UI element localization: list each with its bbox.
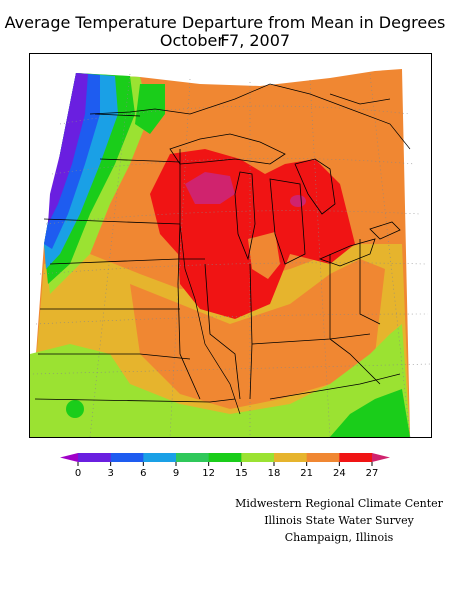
zone-west-violet xyxy=(48,73,88,224)
legend-tick-label: 6 xyxy=(140,468,146,479)
legend-swatch xyxy=(78,453,112,462)
zone-north-green xyxy=(135,84,165,134)
zone-green-southwest xyxy=(66,400,84,418)
credit-organization: Midwestern Regional Climate Center xyxy=(235,497,443,510)
color-legend: 0 3 6 9 12 15 18 21 24 27 xyxy=(0,448,450,488)
legend-tick-label: 27 xyxy=(366,468,379,479)
zone-magenta-michigan xyxy=(290,195,306,207)
legend-high-arrow xyxy=(372,453,390,462)
legend-tick-label: 18 xyxy=(268,468,281,479)
zone-south-orange xyxy=(130,259,385,409)
zone-green-southeast xyxy=(330,389,410,437)
mississippi-river xyxy=(179,223,241,415)
great-lakes xyxy=(169,133,401,267)
legend-swatch xyxy=(208,453,242,462)
legend-swatch xyxy=(306,453,340,462)
legend-tick-label: 0 xyxy=(75,468,81,479)
map-canvas xyxy=(30,54,431,437)
legend-tick-label: 9 xyxy=(173,468,179,479)
credit-location: Champaign, Illinois xyxy=(284,531,394,544)
zone-yellow-green-south xyxy=(30,324,410,437)
temperature-departure-map xyxy=(29,53,432,438)
northern-boundary xyxy=(89,83,411,150)
legend-tick-label: 12 xyxy=(202,468,215,479)
zone-orange-michigan xyxy=(248,232,280,279)
legend-swatch xyxy=(339,453,373,462)
legend-bar: 0 3 6 9 12 15 18 21 24 27 xyxy=(60,453,390,479)
legend-tick-label: 21 xyxy=(300,468,313,479)
zone-magenta-wisconsin xyxy=(185,172,235,204)
map-title: Average Temperature Departure from Mean … xyxy=(4,13,446,50)
legend-tick-label: 24 xyxy=(333,468,346,479)
legend-tick-label: 3 xyxy=(107,468,113,479)
state-borders xyxy=(34,113,401,403)
credit-survey: Illinois State Water Survey xyxy=(264,514,414,527)
map-date: October 7, 2007 xyxy=(159,31,291,50)
legend-swatch xyxy=(143,453,177,462)
legend-swatch xyxy=(176,453,210,462)
legend-swatch xyxy=(274,453,308,462)
legend-tick-label: 15 xyxy=(235,468,248,479)
legend-low-arrow xyxy=(60,453,78,462)
legend-swatch xyxy=(110,453,144,462)
legend-swatch xyxy=(241,453,275,462)
